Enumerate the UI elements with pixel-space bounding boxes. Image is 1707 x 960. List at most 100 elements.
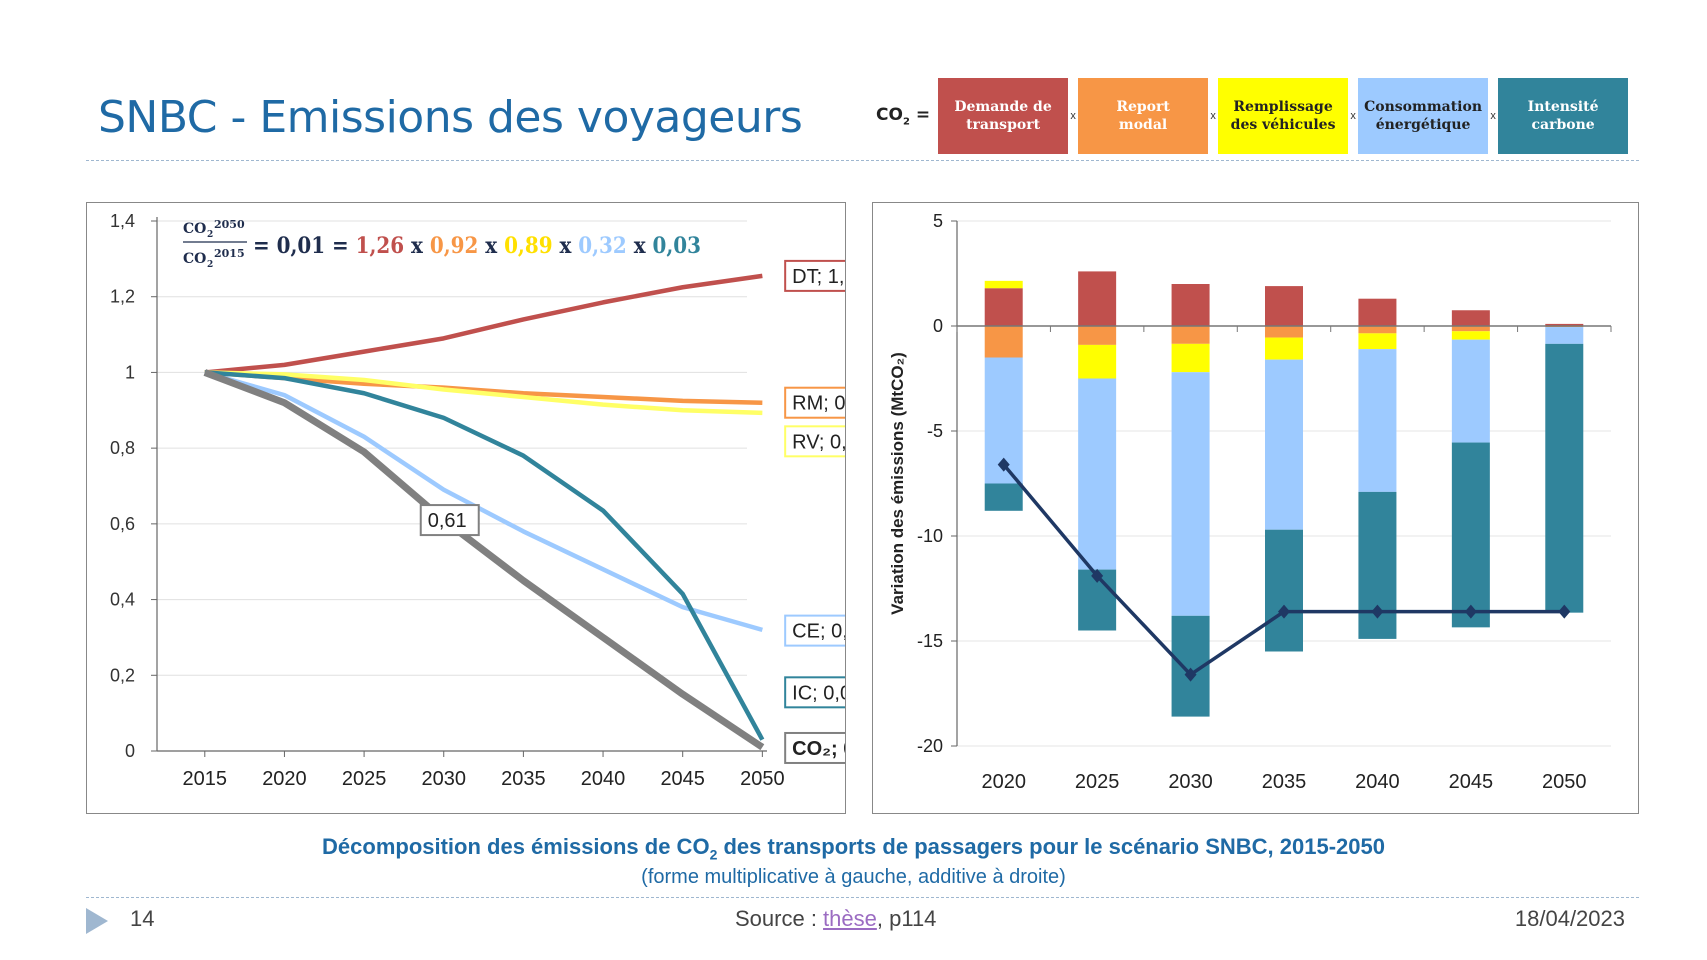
- x-tick-label: 2025: [1075, 771, 1120, 793]
- y-tick-label: 0,6: [110, 514, 135, 534]
- bar-segment: [1545, 327, 1584, 344]
- bar-segment: [1171, 372, 1210, 616]
- data-label-box: [784, 614, 845, 647]
- bar-segment: [1358, 326, 1397, 334]
- data-label-box: [784, 386, 845, 419]
- annotation-denominator-sub: 2: [207, 260, 213, 270]
- additive-chart-panel: 5 0 -5 -10 -15 -20 Variation des émissions (Mt…: [872, 202, 1639, 814]
- y-tick-label: -5: [927, 421, 943, 441]
- series-line-rv: [204, 370, 763, 416]
- bar-segment: [1265, 359, 1303, 530]
- x-tick-label: 2035: [1262, 771, 1307, 793]
- data-label: DT; 1,26: [792, 266, 845, 288]
- annotation-equation: = 0,01 = 1,26 x 0,92 x 0,89 x 0,32 x 0,0…: [253, 233, 701, 259]
- data-label: CE; 0,32: [792, 621, 845, 643]
- y-tick-label: 1,4: [110, 211, 135, 231]
- y-tick-label: 0: [933, 316, 943, 336]
- data-label: RM; 0,92: [792, 393, 845, 415]
- x-tick-label: 2045: [1449, 771, 1494, 793]
- footer-divider: [86, 897, 1639, 898]
- total-co2-marker: [1558, 604, 1571, 619]
- source-note: Source : thèse, p114: [735, 906, 937, 931]
- total-co2-marker: [1278, 604, 1290, 619]
- total-co2-marker: [1091, 568, 1104, 583]
- bar-segment: [1078, 326, 1117, 345]
- slide-title: SNBC - Emissions des voyageurs: [98, 92, 803, 143]
- y-tick-label: -20: [917, 736, 943, 756]
- bar-segment: [1451, 339, 1490, 443]
- annotation-numerator: CO: [183, 221, 206, 237]
- bar-segment: [1078, 271, 1117, 326]
- bar-segment: [1078, 378, 1117, 570]
- y-tick-label: 0: [125, 741, 135, 761]
- bar-segment: [1171, 284, 1210, 326]
- series-line-ce: [204, 370, 763, 633]
- bar-segment: [1451, 331, 1490, 340]
- additive-bar-chart: 5 0 -5 -10 -15 -20 Variation des émissions (Mt…: [888, 211, 1612, 793]
- factor-box-demand: Demande de transport: [938, 78, 1069, 154]
- data-label: RV; 0,89: [792, 431, 845, 453]
- series-line-dt: [204, 273, 763, 375]
- annotation-denominator-sup: 2015: [214, 247, 245, 260]
- annotation-numerator-sup: 2050: [214, 218, 245, 231]
- bar-segment: [984, 483, 1023, 511]
- times-sign: x: [1210, 110, 1216, 122]
- x-tick-label: 2020: [262, 768, 307, 790]
- bar-segment: [1171, 326, 1210, 344]
- bar-segment: [1358, 298, 1397, 326]
- times-sign: x: [1070, 110, 1076, 122]
- total-co2-marker: [1371, 604, 1384, 619]
- data-label: IC; 0,03: [792, 682, 845, 704]
- bar-segment: [984, 280, 1023, 289]
- total-co2-marker: [997, 457, 1010, 472]
- bar-segment: [984, 326, 1023, 358]
- bar-segment: [1358, 349, 1397, 492]
- multiplicative-line-chart: 0 0,2 0,4 0,6 0,8 1 1,2 1,4 2015 2020 2025 2030 2035…: [110, 211, 845, 790]
- x-tick-label: 2040: [581, 768, 626, 790]
- bar-segment: [1171, 343, 1210, 373]
- bar-segment: [1451, 310, 1490, 326]
- data-label: CO₂; 0,01: [792, 738, 845, 760]
- factor-box-modal: Report modal: [1078, 78, 1209, 154]
- data-label: 0,61: [428, 510, 467, 532]
- bar-segment: [1451, 442, 1490, 628]
- bar-segment: [1265, 286, 1303, 326]
- y-tick-label: -10: [917, 526, 943, 546]
- bar-segment: [984, 288, 1023, 326]
- bar-segment: [1265, 529, 1303, 652]
- x-tick-label: 2020: [981, 771, 1025, 793]
- y-tick-label: 1,2: [110, 287, 135, 307]
- times-sign: x: [1350, 110, 1356, 122]
- factor-box-filling: Remplissage des véhicules: [1218, 78, 1349, 154]
- annotation-term: 0,89: [504, 233, 552, 259]
- bar-segment: [1545, 343, 1584, 613]
- slide-date: 18/04/2023: [1514, 906, 1625, 931]
- x-tick-label: 2045: [660, 768, 705, 790]
- y-tick-label: 1: [125, 362, 135, 382]
- annotation-term: 0,03: [653, 233, 701, 259]
- y-axis-label: Variation des émissions (MtCO₂): [888, 352, 907, 615]
- bar-segment: [1078, 344, 1117, 379]
- factor-box-consumption: Consommation énergétique: [1358, 78, 1489, 154]
- annotation-term: = 0,01 =: [253, 233, 356, 259]
- y-tick-label: 0,4: [110, 590, 135, 610]
- annotation-term: x: [553, 233, 579, 259]
- annotation-term: 0,32: [578, 233, 626, 259]
- annotation-term: 1,26: [356, 233, 404, 259]
- data-label-box: [419, 504, 480, 537]
- x-tick-label: 2030: [1168, 771, 1213, 793]
- bar-segment: [1545, 323, 1584, 326]
- annotation-term: x: [478, 233, 504, 259]
- factor-box-carbon: Intensité carbone: [1498, 78, 1629, 154]
- y-tick-label: 0,2: [110, 665, 135, 685]
- annotation-denominator: CO: [183, 251, 206, 267]
- data-label-box: [784, 425, 845, 458]
- annotation-term: x: [404, 233, 430, 259]
- formula-banner: CO2 = Demande de transport x Report modal …: [876, 78, 1629, 154]
- header-divider: [86, 160, 1639, 161]
- y-tick-label: 0,8: [110, 438, 135, 458]
- series-line-ic: [204, 370, 765, 741]
- x-tick-label: 2025: [342, 768, 387, 790]
- x-tick-label: 2015: [183, 768, 228, 790]
- source-link[interactable]: thèse: [823, 906, 877, 931]
